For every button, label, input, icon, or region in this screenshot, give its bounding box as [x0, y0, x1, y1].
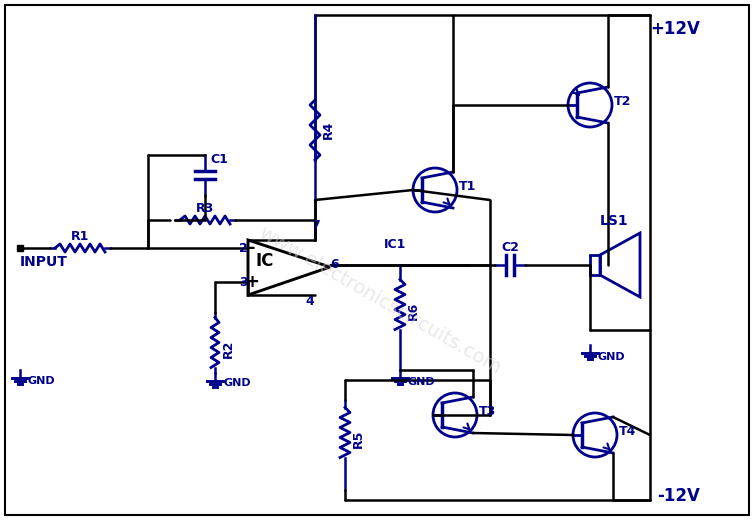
- Text: GND: GND: [28, 376, 56, 386]
- Text: T1: T1: [459, 180, 477, 193]
- Text: C1: C1: [210, 153, 228, 166]
- Text: LS1: LS1: [600, 214, 629, 228]
- Text: 3: 3: [239, 276, 248, 289]
- Text: IC: IC: [256, 252, 274, 270]
- Bar: [590, 255, 600, 275]
- Text: -: -: [248, 239, 256, 257]
- Text: R6: R6: [407, 302, 420, 320]
- Text: +12V: +12V: [650, 20, 700, 38]
- Text: R2: R2: [222, 340, 235, 358]
- Text: R4: R4: [322, 121, 335, 139]
- Text: GND: GND: [223, 378, 250, 388]
- Text: R3: R3: [196, 202, 214, 215]
- Text: C2: C2: [501, 241, 519, 254]
- Text: -12V: -12V: [657, 487, 700, 505]
- Text: T2: T2: [614, 95, 631, 108]
- Text: 4: 4: [305, 295, 314, 308]
- Text: GND: GND: [408, 377, 436, 387]
- Text: INPUT: INPUT: [20, 255, 68, 269]
- Text: 2: 2: [239, 242, 248, 254]
- Text: T3: T3: [479, 405, 496, 418]
- Text: T4: T4: [619, 425, 636, 438]
- Text: IC1: IC1: [384, 239, 406, 252]
- Text: R1: R1: [71, 230, 89, 243]
- Text: 6: 6: [330, 258, 339, 271]
- Text: R5: R5: [352, 430, 365, 448]
- Text: +: +: [244, 273, 259, 291]
- Text: 7: 7: [311, 219, 320, 232]
- Text: GND: GND: [598, 352, 626, 362]
- Text: www.electronicscircuits.com: www.electronicscircuits.com: [256, 222, 504, 377]
